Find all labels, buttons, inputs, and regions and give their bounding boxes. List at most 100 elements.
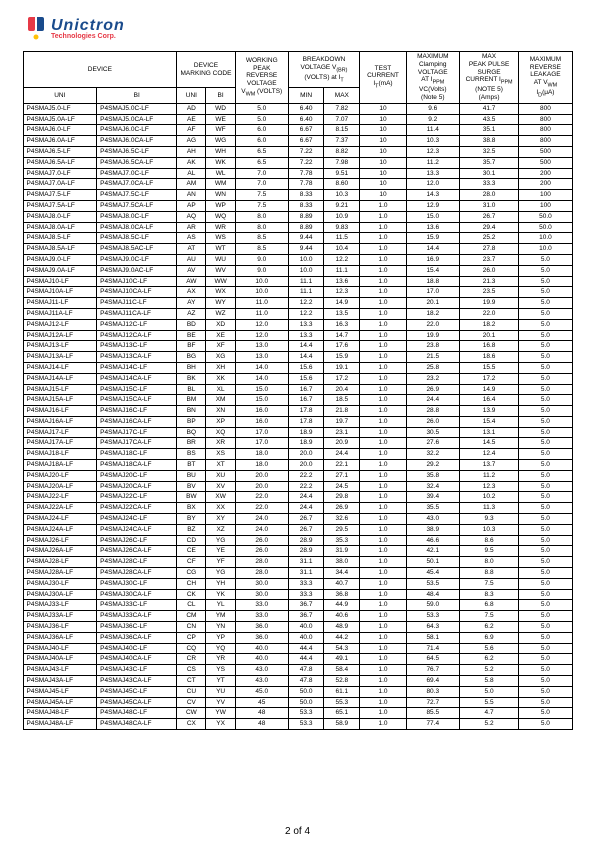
cell: 11.1 [288, 276, 324, 287]
cell: 65.1 [324, 708, 360, 719]
cell: P4SMAJ18C-LF [97, 449, 177, 460]
cell: 14.9 [459, 384, 519, 395]
cell: 7.22 [288, 157, 324, 168]
cell: 800 [519, 114, 572, 125]
cell: P4SMAJ11A-LF [23, 308, 97, 319]
cell: YV [206, 697, 235, 708]
table-row: P4SMAJ10A-LFP4SMAJ10CA-LFAXWX10.011.112.… [23, 287, 572, 298]
cell: 9.0 [235, 265, 288, 276]
cell: XQ [206, 427, 235, 438]
cell: XK [206, 373, 235, 384]
cell: 7.07 [324, 114, 360, 125]
cell: 40.0 [235, 643, 288, 654]
cell: 20.0 [235, 470, 288, 481]
cell: AG [177, 136, 206, 147]
cell: 35.3 [324, 535, 360, 546]
cell: CX [177, 719, 206, 730]
cell: 5.0 [519, 665, 572, 676]
cell: 10.0 [519, 233, 572, 244]
cell: 6.40 [288, 114, 324, 125]
cell: 1.0 [360, 460, 407, 471]
logo: Unictron Technologies Corp. [25, 15, 595, 41]
cell: 1.0 [360, 719, 407, 730]
cell: 7.82 [324, 103, 360, 114]
cell: WN [206, 190, 235, 201]
cell: CE [177, 546, 206, 557]
cell: 40.0 [288, 622, 324, 633]
cell: P4SMAJ33C-LF [97, 600, 177, 611]
cell: P4SMAJ40-LF [23, 643, 97, 654]
cell: 24.0 [235, 524, 288, 535]
cell: 33.0 [235, 600, 288, 611]
cell: 26.9 [324, 503, 360, 514]
cell: 41.7 [459, 103, 519, 114]
cell: 14.7 [324, 330, 360, 341]
cell: P4SMAJ12A-LF [23, 330, 97, 341]
cell: P4SMAJ36-LF [23, 622, 97, 633]
cell: 14.4 [288, 352, 324, 363]
cell: XE [206, 330, 235, 341]
cell: P4SMAJ17C-LF [97, 427, 177, 438]
cell: P4SMAJ6.0C-LF [97, 125, 177, 136]
table-row: P4SMAJ36-LFP4SMAJ36C-LFCNYN36.040.048.91… [23, 622, 572, 633]
cell: 5.0 [519, 708, 572, 719]
cell: P4SMAJ11-LF [23, 298, 97, 309]
cell: YH [206, 578, 235, 589]
cell: 61.1 [324, 686, 360, 697]
cell: 14.4 [406, 244, 459, 255]
cell: 13.1 [459, 427, 519, 438]
cell: 7.37 [324, 136, 360, 147]
cell: YE [206, 546, 235, 557]
cell: 5.0 [519, 600, 572, 611]
cell: 26.7 [459, 211, 519, 222]
cell: 85.5 [406, 708, 459, 719]
cell: YF [206, 557, 235, 568]
cell: CG [177, 568, 206, 579]
cell: P4SMAJ28CA-LF [97, 568, 177, 579]
cell: 1.0 [360, 362, 407, 373]
cell: 16.0 [235, 406, 288, 417]
cell: BG [177, 352, 206, 363]
cell: 13.3 [406, 168, 459, 179]
cell: P4SMAJ33A-LF [23, 611, 97, 622]
cell: WS [206, 233, 235, 244]
spec-table: DEVICE DEVICE MARKING CODE WORKINGPEAKRE… [23, 51, 573, 730]
cell: 12.0 [235, 330, 288, 341]
cell: 45 [235, 697, 288, 708]
table-row: P4SMAJ36A-LFP4SMAJ36CA-LFCPYP36.040.044.… [23, 632, 572, 643]
cell: 9.2 [406, 114, 459, 125]
cell: 20.0 [288, 449, 324, 460]
cell: XL [206, 384, 235, 395]
cell: P4SMAJ48CA-LF [97, 719, 177, 730]
cell: 7.5 [459, 578, 519, 589]
cell: 50.0 [288, 686, 324, 697]
table-row: P4SMAJ18A-LFP4SMAJ18CA-LFBTXT18.020.022.… [23, 460, 572, 471]
cell: P4SMAJ48C-LF [97, 708, 177, 719]
cell: P4SMAJ6.5CA-LF [97, 157, 177, 168]
cell: P4SMAJ28-LF [23, 557, 97, 568]
cell: AD [177, 103, 206, 114]
cell: 10.3 [324, 190, 360, 201]
cell: P4SMAJ28A-LF [23, 568, 97, 579]
cell: 5.0 [519, 460, 572, 471]
cell: P4SMAJ30CA-LF [97, 589, 177, 600]
cell: 6.9 [459, 632, 519, 643]
cell: YT [206, 676, 235, 687]
cell: XS [206, 449, 235, 460]
cell: P4SMAJ18A-LF [23, 460, 97, 471]
cell: 1.0 [360, 643, 407, 654]
cell: YQ [206, 643, 235, 654]
cell: P4SMAJ8.0C-LF [97, 211, 177, 222]
cell: P4SMAJ7.0-LF [23, 168, 97, 179]
cell: 50.0 [519, 211, 572, 222]
cell: P4SMAJ9.0AC-LF [97, 265, 177, 276]
cell: WD [206, 103, 235, 114]
cell: YS [206, 665, 235, 676]
cell: P4SMAJ48A-LF [23, 719, 97, 730]
cell: P4SMAJ17-LF [23, 427, 97, 438]
table-row: P4SMAJ12A-LFP4SMAJ12CA-LFBEXE12.013.314.… [23, 330, 572, 341]
cell: 27.8 [459, 244, 519, 255]
cell: 12.2 [288, 308, 324, 319]
cell: 1.0 [360, 632, 407, 643]
table-row: P4SMAJ45A-LFP4SMAJ45CA-LFCVYV4550.055.31… [23, 697, 572, 708]
